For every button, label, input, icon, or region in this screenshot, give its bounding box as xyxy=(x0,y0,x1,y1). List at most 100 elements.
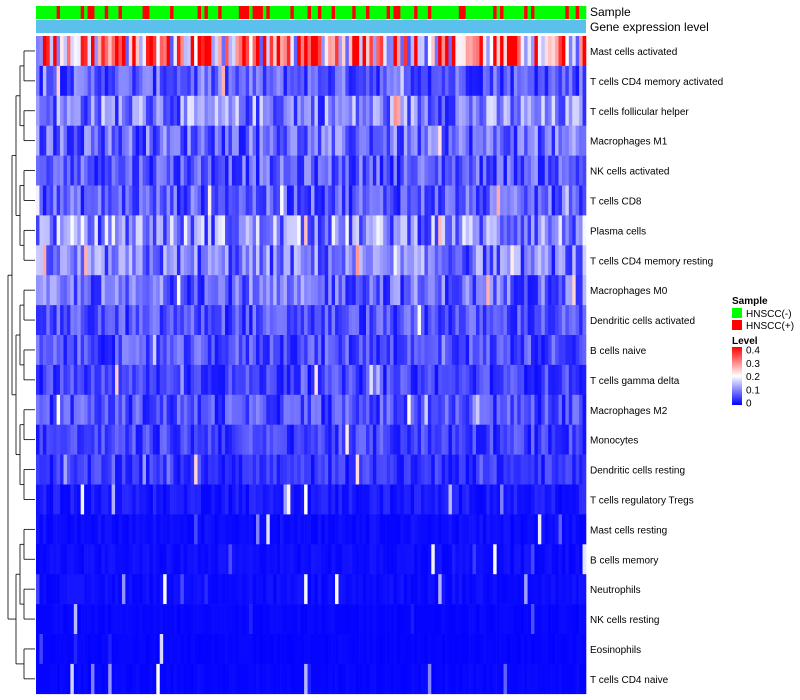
sample-annotation-cell xyxy=(324,6,329,19)
heatmap-cell xyxy=(524,125,528,156)
heatmap-cell xyxy=(555,36,559,67)
heatmap-cell xyxy=(489,364,494,396)
heatmap-cell xyxy=(348,544,353,575)
heatmap-cell xyxy=(176,424,181,455)
heatmap-cell xyxy=(273,604,277,635)
heatmap-cell xyxy=(472,364,477,396)
heatmap-cell xyxy=(266,335,271,366)
heatmap-cell xyxy=(36,305,40,336)
heatmap-cell xyxy=(568,215,573,246)
heatmap-cell xyxy=(118,335,123,366)
heatmap-cell xyxy=(84,305,88,336)
heatmap-cell xyxy=(152,275,157,306)
heatmap-cell xyxy=(245,275,250,306)
heatmap-cell xyxy=(228,185,233,216)
sample-annotation-cell xyxy=(214,6,219,19)
heatmap-cell xyxy=(228,155,233,186)
heatmap-cell xyxy=(311,275,315,306)
sample-annotation-cell xyxy=(558,6,563,19)
heatmap-cell xyxy=(300,544,305,575)
heatmap-cell xyxy=(197,663,202,695)
heatmap-cell xyxy=(245,364,250,396)
heatmap-cell xyxy=(493,36,497,67)
heatmap-cell xyxy=(269,454,274,485)
heatmap-cell xyxy=(427,305,432,336)
heatmap-cell xyxy=(321,95,326,126)
heatmap-cell xyxy=(534,65,539,97)
heatmap-cell xyxy=(445,245,449,276)
heatmap-cell xyxy=(321,634,326,665)
heatmap-cell xyxy=(352,155,356,186)
heatmap-cell xyxy=(359,544,363,575)
heatmap-cell xyxy=(273,155,277,186)
heatmap-cell xyxy=(469,514,473,545)
heatmap-cell xyxy=(207,364,212,396)
heatmap-cell xyxy=(218,185,222,216)
heatmap-cell xyxy=(70,125,75,156)
heatmap-cell xyxy=(311,95,315,126)
heatmap-cell xyxy=(424,335,429,366)
heatmap-cell xyxy=(94,484,99,515)
heatmap-cell xyxy=(493,185,497,216)
heatmap-cell xyxy=(42,484,47,515)
heatmap-cell xyxy=(280,364,284,396)
heatmap-cell xyxy=(355,245,360,276)
heatmap-cell xyxy=(135,36,140,67)
heatmap-cell xyxy=(97,185,102,216)
heatmap-cell xyxy=(259,394,264,425)
heatmap-cell xyxy=(156,634,161,665)
heatmap-cell xyxy=(176,335,181,366)
heatmap-cell xyxy=(307,215,312,246)
heatmap-cell xyxy=(173,394,178,425)
heatmap-cell xyxy=(311,394,315,425)
heatmap-cell xyxy=(341,394,346,425)
heatmap-cell xyxy=(238,215,243,246)
heatmap-cell xyxy=(276,604,281,635)
heatmap-cell xyxy=(383,634,387,665)
heatmap-cell xyxy=(335,574,339,605)
heatmap-cell xyxy=(479,604,484,635)
heatmap-cell xyxy=(77,424,81,455)
heatmap-cell xyxy=(500,514,504,545)
heatmap-cell xyxy=(197,335,202,366)
heatmap-cell xyxy=(91,215,95,246)
heatmap-cell xyxy=(311,574,315,605)
heatmap-cell xyxy=(53,335,57,366)
heatmap-cell xyxy=(513,65,518,97)
heatmap-cell xyxy=(238,454,243,485)
heatmap-cell xyxy=(70,634,75,665)
heatmap-cell xyxy=(541,604,546,635)
heatmap-cell xyxy=(152,36,157,67)
heatmap-cell xyxy=(572,424,576,455)
heatmap-cell xyxy=(314,185,319,216)
heatmap-cell xyxy=(458,245,463,276)
heatmap-cell xyxy=(458,155,463,186)
sample-annotation-cell xyxy=(568,6,573,19)
heatmap-cell xyxy=(476,215,480,246)
heatmap-cell xyxy=(235,574,240,605)
heatmap-cell xyxy=(403,335,408,366)
heatmap-cell xyxy=(94,155,99,186)
heatmap-cell xyxy=(183,364,188,396)
heatmap-cell xyxy=(194,544,198,575)
heatmap-cell xyxy=(94,424,99,455)
heatmap-cell xyxy=(451,95,456,126)
heatmap-cell xyxy=(558,215,563,246)
heatmap-cell xyxy=(36,245,40,276)
heatmap-cell xyxy=(335,364,339,396)
legend-label-hnscc-positive: HNSCC(+) xyxy=(746,321,794,332)
heatmap-cell xyxy=(70,95,75,126)
heatmap-cell xyxy=(166,125,171,156)
heatmap-cell xyxy=(104,514,109,545)
heatmap-cell xyxy=(352,634,356,665)
heatmap-cell xyxy=(506,454,511,485)
heatmap-cell xyxy=(503,394,508,425)
heatmap-cell xyxy=(503,155,508,186)
heatmap-cell xyxy=(462,424,466,455)
heatmap-cell xyxy=(555,275,559,306)
heatmap-cell xyxy=(520,335,525,366)
heatmap-cell xyxy=(280,36,284,67)
heatmap-cell xyxy=(197,604,202,635)
heatmap-cell xyxy=(297,574,301,605)
heatmap-cell xyxy=(238,484,243,515)
